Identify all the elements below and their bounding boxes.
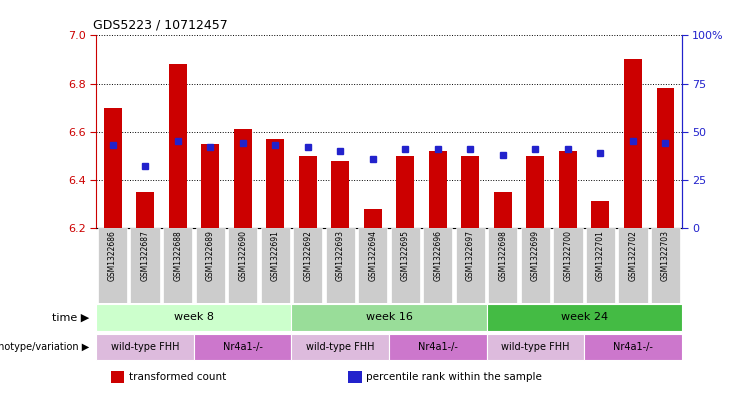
FancyBboxPatch shape — [293, 228, 322, 303]
FancyBboxPatch shape — [130, 228, 160, 303]
FancyBboxPatch shape — [96, 334, 194, 360]
Text: GSM1322691: GSM1322691 — [270, 230, 279, 281]
Bar — [429, 151, 447, 228]
Text: GSM1322692: GSM1322692 — [303, 230, 312, 281]
Bar — [104, 108, 122, 228]
Text: genotype/variation ▶: genotype/variation ▶ — [0, 342, 89, 352]
Bar — [299, 156, 316, 228]
Text: GSM1322694: GSM1322694 — [368, 230, 377, 281]
FancyBboxPatch shape — [196, 228, 225, 303]
FancyBboxPatch shape — [554, 228, 582, 303]
FancyBboxPatch shape — [586, 228, 615, 303]
FancyBboxPatch shape — [521, 228, 550, 303]
Bar — [657, 88, 674, 228]
FancyBboxPatch shape — [487, 304, 682, 331]
FancyBboxPatch shape — [291, 304, 487, 331]
Bar — [462, 156, 479, 228]
Text: wild-type FHH: wild-type FHH — [306, 342, 374, 352]
FancyBboxPatch shape — [261, 228, 290, 303]
FancyBboxPatch shape — [194, 334, 291, 360]
FancyBboxPatch shape — [98, 228, 127, 303]
Text: GSM1322690: GSM1322690 — [238, 230, 247, 281]
Text: week 16: week 16 — [365, 312, 413, 322]
Text: GSM1322686: GSM1322686 — [108, 230, 117, 281]
Text: time ▶: time ▶ — [52, 312, 89, 322]
FancyBboxPatch shape — [291, 334, 389, 360]
Text: GSM1322689: GSM1322689 — [206, 230, 215, 281]
Text: GSM1322700: GSM1322700 — [563, 230, 572, 281]
Text: GSM1322703: GSM1322703 — [661, 230, 670, 281]
Text: GSM1322701: GSM1322701 — [596, 230, 605, 281]
Bar — [624, 59, 642, 228]
Text: GSM1322693: GSM1322693 — [336, 230, 345, 281]
FancyBboxPatch shape — [163, 228, 192, 303]
Bar — [494, 192, 512, 228]
Text: wild-type FHH: wild-type FHH — [501, 342, 570, 352]
Text: wild-type FHH: wild-type FHH — [111, 342, 179, 352]
FancyBboxPatch shape — [488, 228, 517, 303]
Bar — [364, 209, 382, 228]
Text: Nr4a1-/-: Nr4a1-/- — [418, 342, 458, 352]
Text: GSM1322688: GSM1322688 — [173, 230, 182, 281]
Text: GSM1322695: GSM1322695 — [401, 230, 410, 281]
Text: week 8: week 8 — [174, 312, 214, 322]
Bar — [202, 144, 219, 228]
FancyBboxPatch shape — [325, 228, 355, 303]
FancyBboxPatch shape — [391, 228, 420, 303]
Text: transformed count: transformed count — [129, 372, 226, 382]
Bar — [591, 202, 609, 228]
Bar — [559, 151, 576, 228]
FancyBboxPatch shape — [651, 228, 680, 303]
Bar — [266, 139, 284, 228]
FancyBboxPatch shape — [584, 334, 682, 360]
FancyBboxPatch shape — [358, 228, 388, 303]
Bar — [136, 192, 154, 228]
Text: GDS5223 / 10712457: GDS5223 / 10712457 — [93, 18, 227, 31]
Text: GSM1322697: GSM1322697 — [466, 230, 475, 281]
Text: GSM1322687: GSM1322687 — [141, 230, 150, 281]
Bar — [331, 160, 349, 228]
Bar — [396, 156, 414, 228]
Text: GSM1322696: GSM1322696 — [433, 230, 442, 281]
Text: percentile rank within the sample: percentile rank within the sample — [366, 372, 542, 382]
Text: GSM1322698: GSM1322698 — [499, 230, 508, 281]
Text: GSM1322702: GSM1322702 — [628, 230, 637, 281]
Text: Nr4a1-/-: Nr4a1-/- — [223, 342, 262, 352]
FancyBboxPatch shape — [618, 228, 648, 303]
Text: GSM1322699: GSM1322699 — [531, 230, 540, 281]
Bar — [233, 129, 252, 228]
FancyBboxPatch shape — [228, 228, 257, 303]
FancyBboxPatch shape — [456, 228, 485, 303]
FancyBboxPatch shape — [389, 334, 487, 360]
FancyBboxPatch shape — [487, 334, 584, 360]
Text: Nr4a1-/-: Nr4a1-/- — [613, 342, 653, 352]
FancyBboxPatch shape — [96, 304, 291, 331]
Text: week 24: week 24 — [561, 312, 608, 322]
Bar — [526, 156, 545, 228]
FancyBboxPatch shape — [423, 228, 453, 303]
Bar — [169, 64, 187, 228]
